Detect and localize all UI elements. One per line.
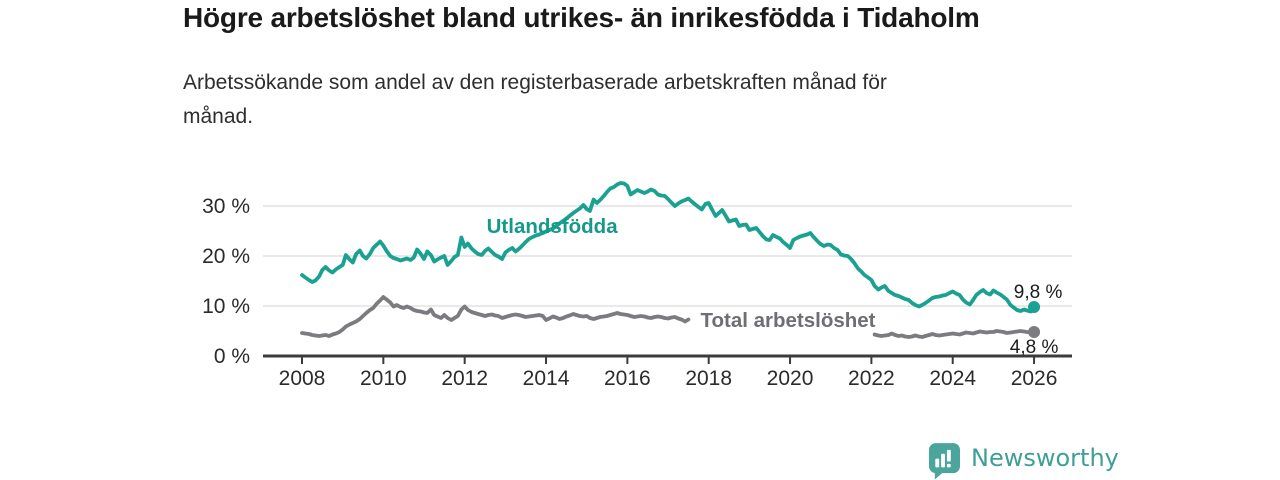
y-axis-tick-label: 10 % — [202, 295, 250, 318]
newsworthy-logo-text: Newsworthy — [971, 444, 1119, 472]
newsworthy-chart-bubble-icon — [929, 443, 960, 480]
x-axis-tick-label: 2016 — [604, 367, 651, 390]
chart-subtitle-line-1: Arbetssökande som andel av den registerb… — [183, 71, 887, 94]
series-end-marker — [1028, 301, 1041, 313]
x-axis-tick-label: 2022 — [848, 367, 895, 390]
y-axis-tick-label: 20 % — [202, 245, 250, 268]
series-inline-label: Utlandsfödda — [487, 215, 619, 238]
series-end-value-label: 4,8 % — [1010, 337, 1059, 358]
x-axis-tick-label: 2024 — [929, 367, 976, 390]
x-axis-tick-label: 2010 — [360, 367, 407, 390]
chart-subtitle-line-2: månad. — [183, 105, 254, 128]
series-line-0 — [300, 181, 1036, 314]
x-axis-tick-label: 2008 — [279, 367, 326, 390]
y-axis-tick-label: 30 % — [202, 195, 250, 218]
y-axis-tick-label: 0 % — [214, 345, 250, 368]
x-axis-tick-label: 2020 — [767, 367, 814, 390]
series-end-marker — [1028, 326, 1041, 338]
series-inline-label: Total arbetslöshet — [700, 309, 875, 332]
series-line-1 — [872, 329, 1036, 339]
unemployment-line-chart: 0 % 10 % 20 % 30 % 2008 2010 2012 2014 2016 2018 2… — [202, 181, 1072, 390]
chart-subtitle: Arbetssökande som andel av den registerb… — [183, 66, 887, 134]
x-axis-tick-label: 2014 — [523, 367, 570, 390]
newsworthy-branding: Newsworthy — [929, 443, 1119, 480]
x-axis-tick-label: 2026 — [1011, 367, 1058, 390]
series-end-value-label: 9,8 % — [1014, 282, 1063, 303]
chart-title: Högre arbetslöshet bland utrikes- än inr… — [183, 2, 980, 33]
x-axis-tick-label: 2012 — [441, 367, 488, 390]
series-line-1 — [300, 295, 691, 338]
x-axis-tick-label: 2018 — [685, 367, 732, 390]
